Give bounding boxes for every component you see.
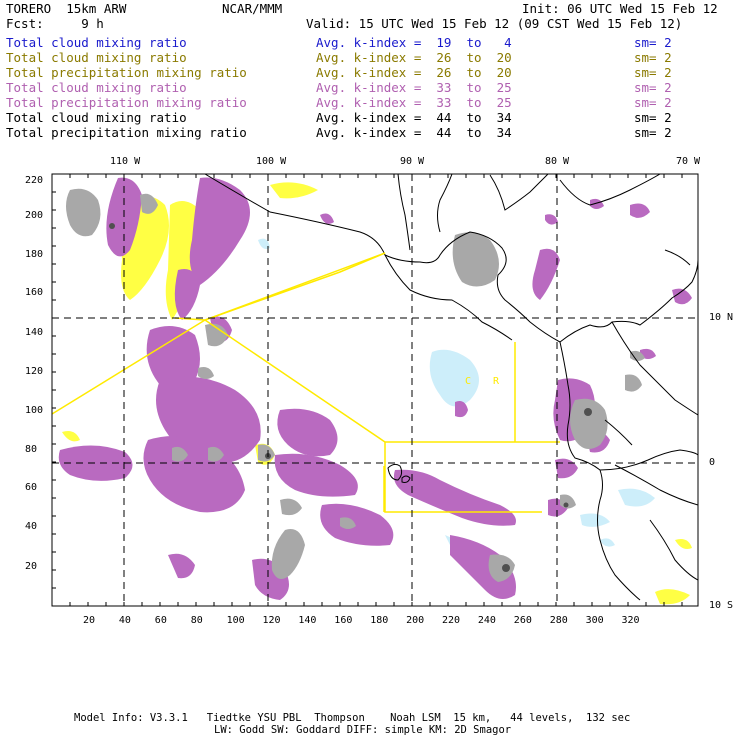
- x-grid-tick: 60: [154, 615, 167, 626]
- init-time: Init: 06 UTC Wed 15 Feb 12: [522, 1, 718, 16]
- field-kindex: Avg. k-index = 26 to 20: [316, 50, 512, 65]
- field-name: Total precipitation mixing ratio: [6, 125, 247, 140]
- field-kindex: Avg. k-index = 44 to 34: [316, 110, 512, 125]
- x-grid-tick: 40: [118, 615, 131, 626]
- field-row: Total cloud mixing ratio Avg. k-index = 3…: [6, 81, 736, 96]
- model-title: TORERO 15km ARW: [6, 1, 127, 16]
- coastlines: [204, 174, 698, 601]
- field-kindex: Avg. k-index = 33 to 25: [316, 95, 512, 110]
- field-smoothing: sm= 2: [634, 80, 672, 95]
- lat-label: 0: [709, 457, 716, 468]
- field-row: Total cloud mixing ratio Avg. k-index = 1…: [6, 36, 736, 51]
- y-grid-tick: 220: [25, 175, 44, 186]
- org-label: NCAR/MMM: [222, 1, 283, 16]
- physics-info-line: LW: Godd SW: Goddard DIFF: simple KM: 2D…: [214, 724, 512, 736]
- field-row: Total precipitation mixing ratio Avg. k-i…: [6, 126, 736, 141]
- field-name: Total cloud mixing ratio: [6, 80, 187, 95]
- forecast-hour: Fcst: 9 h: [6, 16, 104, 31]
- y-grid-tick: 80: [25, 444, 38, 455]
- region-label-c: C: [465, 376, 471, 387]
- subdomain-boxes: [52, 252, 560, 513]
- x-grid-tick: 300: [585, 615, 604, 626]
- field-kindex: Avg. k-index = 33 to 25: [316, 80, 512, 95]
- latlon-grid: [52, 174, 698, 606]
- region-labels: C R: [465, 376, 500, 387]
- x-grid-tick: 120: [262, 615, 281, 626]
- lat-label: 10 S: [709, 600, 734, 611]
- y-grid-tick: 40: [25, 521, 38, 532]
- lon-label: 80 W: [545, 156, 570, 167]
- lon-label: 100 W: [256, 156, 287, 167]
- x-grid-tick: 20: [83, 615, 96, 626]
- field-row: Total cloud mixing ratio Avg. k-index = 2…: [6, 51, 736, 66]
- y-grid-tick: 180: [25, 249, 44, 260]
- x-grid-tick: 160: [334, 615, 353, 626]
- y-grid-tick: 200: [25, 210, 44, 221]
- x-grid-tick: 260: [513, 615, 532, 626]
- field-name: Total cloud mixing ratio: [6, 110, 187, 125]
- x-grid-tick: 240: [477, 615, 496, 626]
- field-row: Total precipitation mixing ratio Avg. k-i…: [6, 96, 736, 111]
- x-grid-tick: 200: [406, 615, 425, 626]
- field-smoothing: sm= 2: [634, 65, 672, 80]
- x-grid-tick: 280: [549, 615, 568, 626]
- field-name: Total precipitation mixing ratio: [6, 95, 247, 110]
- model-info-line: Model Info: V3.3.1 Tiedtke YSU PBL Thomp…: [74, 712, 631, 724]
- lon-label: 70 W: [676, 156, 701, 167]
- lat-label: 10 N: [709, 312, 734, 323]
- field-name: Total cloud mixing ratio: [6, 35, 187, 50]
- field-name: Total precipitation mixing ratio: [6, 65, 247, 80]
- y-grid-tick: 140: [25, 327, 44, 338]
- y-grid-tick: 60: [25, 482, 38, 493]
- y-grid-tick: 100: [25, 405, 44, 416]
- field-kindex: Avg. k-index = 44 to 34: [316, 125, 512, 140]
- field-smoothing: sm= 2: [634, 95, 672, 110]
- x-grid-tick: 180: [370, 615, 389, 626]
- x-grid-tick: 320: [621, 615, 640, 626]
- field-smoothing: sm= 2: [634, 110, 672, 125]
- precip-field-layer: [58, 177, 692, 605]
- field-row: Total cloud mixing ratio Avg. k-index = 4…: [6, 111, 736, 126]
- y-grid-tick: 120: [25, 366, 44, 377]
- field-smoothing: sm= 2: [634, 125, 672, 140]
- x-grid-tick: 80: [190, 615, 203, 626]
- field-name: Total cloud mixing ratio: [6, 50, 187, 65]
- x-grid-tick: 100: [226, 615, 245, 626]
- x-grid-tick: 220: [442, 615, 461, 626]
- valid-time: Valid: 15 UTC Wed 15 Feb 12 (09 CST Wed …: [306, 16, 683, 31]
- lon-label: 110 W: [110, 156, 141, 167]
- field-smoothing: sm= 2: [634, 35, 672, 50]
- field-row: Total precipitation mixing ratio Avg. k-i…: [6, 66, 736, 81]
- field-kindex: Avg. k-index = 26 to 20: [316, 65, 512, 80]
- field-smoothing: sm= 2: [634, 50, 672, 65]
- region-label-r: R: [493, 376, 500, 387]
- lon-label: 90 W: [400, 156, 425, 167]
- x-grid-tick: 140: [298, 615, 317, 626]
- field-kindex: Avg. k-index = 19 to 4: [316, 35, 512, 50]
- y-grid-tick: 160: [25, 287, 44, 298]
- y-grid-tick: 20: [25, 561, 38, 572]
